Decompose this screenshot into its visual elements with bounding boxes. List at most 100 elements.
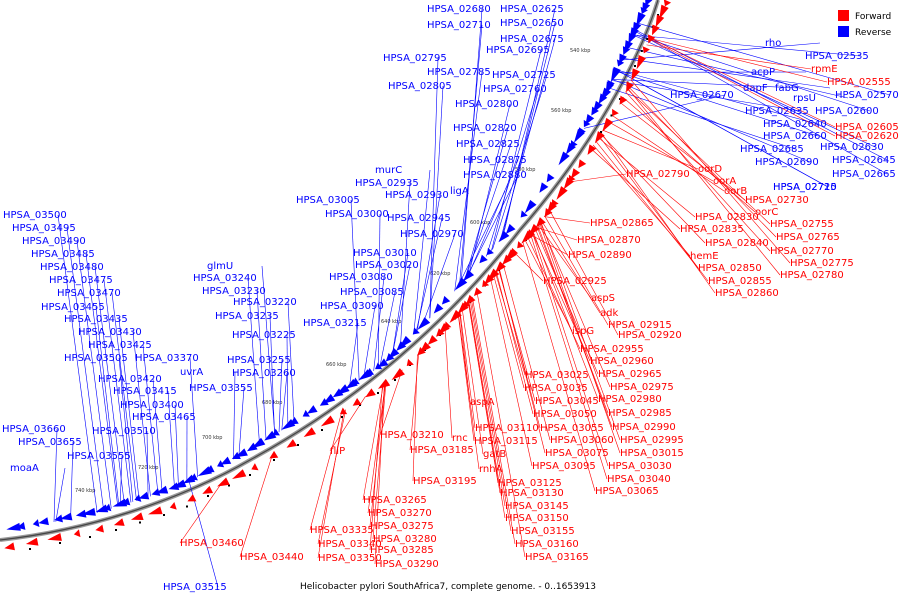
reverse-leader-line	[464, 127, 509, 281]
forward-leader-line	[626, 88, 771, 225]
forward-gene-label: HPSA_02985	[608, 408, 672, 419]
forward-gene-label: HPSA_02775	[790, 258, 854, 269]
forward-gene-label: HPSA_03275	[370, 521, 434, 532]
forward-leader-line	[457, 312, 480, 470]
forward-leader-line	[179, 483, 222, 544]
reverse-gene-arrow	[565, 142, 576, 155]
forward-gene-label: HPSA_03145	[505, 501, 569, 512]
reverse-gene-label: HPSA_03480	[40, 262, 104, 273]
reverse-gene-arrow	[75, 509, 87, 518]
reverse-gene-label: HPSA_02760	[483, 84, 547, 95]
reverse-leader-line	[95, 306, 120, 507]
reverse-leader-line	[616, 71, 819, 137]
forward-gene-arrow	[578, 159, 587, 169]
forward-gene-label: HPSA_03115	[474, 436, 538, 447]
reverse-leader-line	[111, 292, 137, 501]
reverse-gene-arrow	[417, 317, 431, 330]
forward-leader-line	[374, 383, 385, 565]
reverse-gene-arrow	[38, 517, 49, 526]
forward-gene-label: fliP	[330, 446, 345, 457]
forward-leader-line	[490, 277, 533, 467]
forward-gene-label: HPSA_02855	[708, 276, 772, 287]
forward-gene-label: HPSA_03185	[410, 445, 474, 456]
reverse-leader-line	[415, 217, 443, 332]
reverse-gene-arrow	[358, 369, 373, 381]
forward-leader-line	[619, 102, 746, 201]
reverse-gene-label: HPSA_02650	[500, 18, 564, 29]
reverse-gene-label: HPSA_02805	[388, 81, 452, 92]
reverse-leader-line	[85, 253, 119, 507]
reverse-leader-line	[627, 47, 849, 99]
forward-gene-arrow	[465, 294, 476, 306]
reverse-leader-line	[391, 264, 411, 356]
reverse-gene-arrow	[345, 378, 358, 389]
forward-gene-label: HPSA_02890	[568, 250, 632, 261]
reverse-gene-label: HPSA_02970	[400, 229, 464, 240]
reverse-gene-label: HPSA_02945	[387, 213, 451, 224]
reverse-gene-arrow	[264, 430, 277, 441]
forward-gene-label: HPSA_02860	[715, 288, 779, 299]
reverse-gene-arrow	[486, 247, 494, 255]
forward-leader-line	[494, 271, 526, 376]
reverse-gene-label: HPSA_02570	[835, 90, 899, 101]
reverse-gene-arrow	[231, 451, 241, 459]
forward-leader-line	[457, 312, 475, 442]
reverse-leader-line	[622, 42, 821, 61]
kbp-mark: 600 kbp	[470, 220, 490, 226]
forward-leader-line	[369, 385, 383, 551]
reverse-leader-line	[57, 214, 98, 514]
forward-gene-label: HPSA_03045	[535, 396, 599, 407]
forward-leader-line	[367, 383, 386, 514]
forward-gene-arrow	[484, 274, 495, 285]
forward-leader-line	[649, 37, 836, 128]
reverse-gene-arrow	[520, 210, 528, 218]
forward-gene-label: HPSA_03350	[318, 553, 382, 564]
tick-mark	[29, 548, 31, 550]
reverse-gene-label: HPSA_02635	[745, 106, 809, 117]
forward-leader-line	[567, 173, 627, 183]
forward-gene-label: HPSA_02730	[745, 195, 809, 206]
reverse-gene-arrow	[375, 362, 383, 370]
forward-leader-line	[626, 87, 781, 276]
reverse-leader-line	[152, 378, 163, 493]
forward-gene-arrow	[187, 494, 197, 502]
forward-leader-line	[548, 209, 619, 336]
forward-gene-arrow	[130, 512, 144, 520]
reverse-leader-line	[429, 85, 444, 319]
reverse-gene-label: ligA	[450, 186, 469, 197]
reverse-leader-line	[94, 266, 125, 505]
forward-gene-label: HPSA_02770	[770, 246, 834, 257]
forward-gene-arrow	[494, 261, 506, 273]
reverse-gene-label: HPSA_03370	[135, 353, 199, 364]
reverse-gene-label: HPSA_02645	[832, 155, 896, 166]
reverse-leader-line	[635, 30, 888, 175]
forward-leader-line	[317, 409, 347, 545]
forward-gene-arrow	[339, 407, 348, 415]
forward-gene-label: ispG	[572, 326, 594, 337]
reverse-leader-line	[633, 34, 871, 112]
reverse-leader-line	[391, 252, 409, 356]
reverse-gene-label: dapF	[743, 83, 768, 94]
reverse-gene-label: HPSA_02825	[456, 139, 520, 150]
reverse-gene-arrow	[332, 388, 344, 398]
forward-gene-label: HPSA_03015	[620, 448, 684, 459]
forward-gene-label: HPSA_02865	[590, 218, 654, 229]
forward-leader-line	[532, 230, 599, 400]
forward-gene-label: oorC	[755, 207, 778, 218]
forward-gene-label: HPSA_03155	[511, 526, 575, 537]
reverse-leader-line	[459, 24, 483, 287]
reverse-gene-label: HPSA_03010	[353, 248, 417, 259]
forward-gene-arrow	[655, 14, 665, 28]
forward-leader-line	[409, 353, 419, 451]
reverse-leader-line	[256, 290, 267, 441]
reverse-leader-line	[491, 49, 542, 251]
reverse-gene-label: HPSA_03400	[120, 400, 184, 411]
forward-gene-label: HPSA_02915	[608, 320, 672, 331]
reverse-gene-label: HPSA_03090	[320, 301, 384, 312]
forward-leader-line	[539, 221, 611, 388]
reverse-gene-label: HPSA_03000	[325, 209, 389, 220]
forward-leader-line	[495, 270, 534, 415]
reverse-gene-arrow	[95, 504, 109, 513]
reverse-gene-arrow	[524, 199, 537, 214]
forward-gene-arrow	[365, 388, 376, 398]
